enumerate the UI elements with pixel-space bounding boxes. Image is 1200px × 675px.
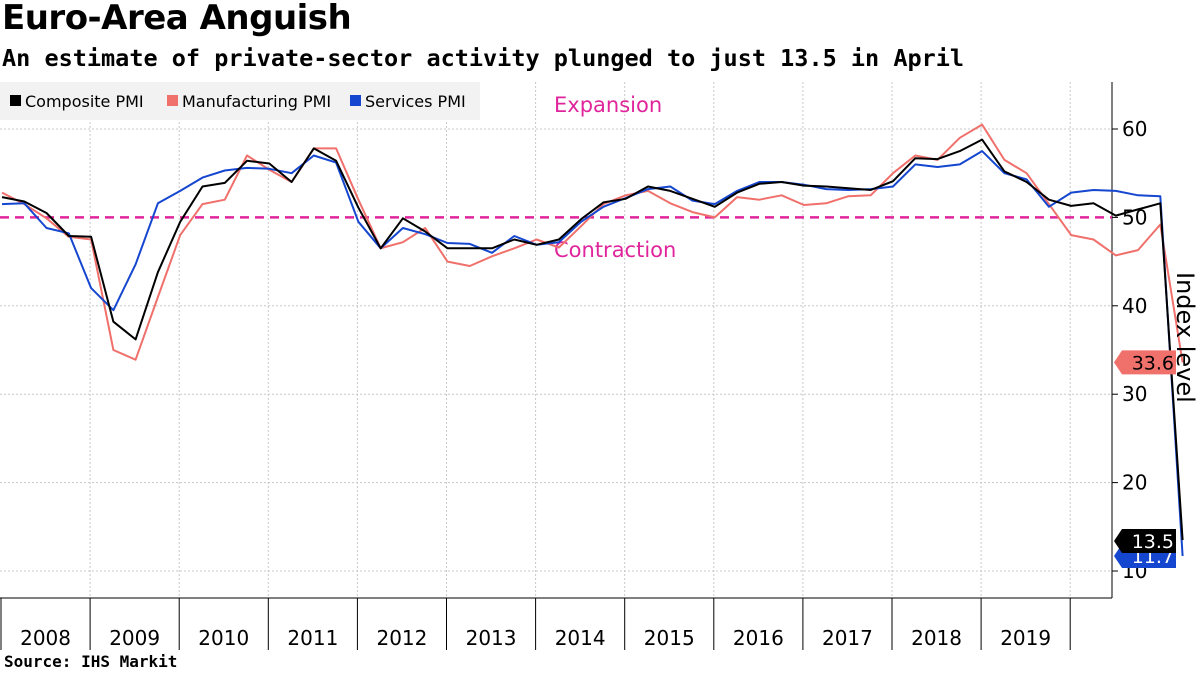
year-label: 2013 [466,626,517,650]
legend-item-manufacturing-pmi: Manufacturing PMI [167,92,331,111]
end-label-value: 13.5 [1132,531,1174,553]
year-label: 2019 [1000,626,1051,650]
legend-swatch [10,95,21,106]
year-label: 2016 [733,626,784,650]
end-label-composite-pmi: 13.5 [1114,529,1176,553]
expansion-label: Expansion [554,93,662,117]
end-label-tag [1114,350,1176,375]
y-tick-label: 40 [1122,294,1147,318]
y-tick-label: 50 [1122,205,1147,229]
legend-item-services-pmi: Services PMI [350,92,466,111]
source-note: Source: IHS Markit [4,652,178,671]
vertical-gridlines [89,82,1071,598]
legend-label: Manufacturing PMI [182,92,331,111]
year-label: 2011 [287,626,338,650]
year-label: 2008 [20,626,71,650]
y-axis-title: Index level [1171,272,1199,403]
end-labels: 33.611.713.5 [1114,350,1176,568]
legend: Composite PMI Manufacturing PMI Services P… [0,82,480,120]
year-label: 2009 [109,626,160,650]
y-tick-label: 60 [1122,117,1147,141]
x-year-labels: 2008 2009 2010 2011 2012 2013 2014 2015 2016 2017… [20,626,1051,650]
y-tick-label: 30 [1122,382,1147,406]
y-tick-label: 20 [1122,471,1147,495]
legend-label: Services PMI [365,92,466,111]
legend-background [0,82,480,120]
year-label: 2010 [198,626,249,650]
axes [0,82,1118,650]
series-line-services-pmi [1,150,1184,557]
chart-subtitle: An estimate of private-sector activity p… [2,44,965,72]
legend-swatch [350,95,361,106]
series-layer [1,123,1184,557]
horizontal-gridlines [0,128,1112,572]
year-label: 2017 [822,626,873,650]
end-label-value: 33.6 [1132,352,1174,374]
legend-label: Composite PMI [25,92,144,111]
legend-item-composite-pmi: Composite PMI [10,92,144,111]
end-label-manufacturing-pmi: 33.6 [1114,350,1176,375]
year-label: 2018 [911,626,962,650]
chart-title: Euro-Area Anguish [2,0,352,38]
year-label: 2012 [376,626,427,650]
year-label: 2014 [555,626,606,650]
series-line-composite-pmi [1,138,1184,541]
end-label-tag [1114,529,1176,553]
legend-swatch [167,95,178,106]
contraction-label: Contraction [554,238,676,262]
year-label: 2015 [644,626,695,650]
